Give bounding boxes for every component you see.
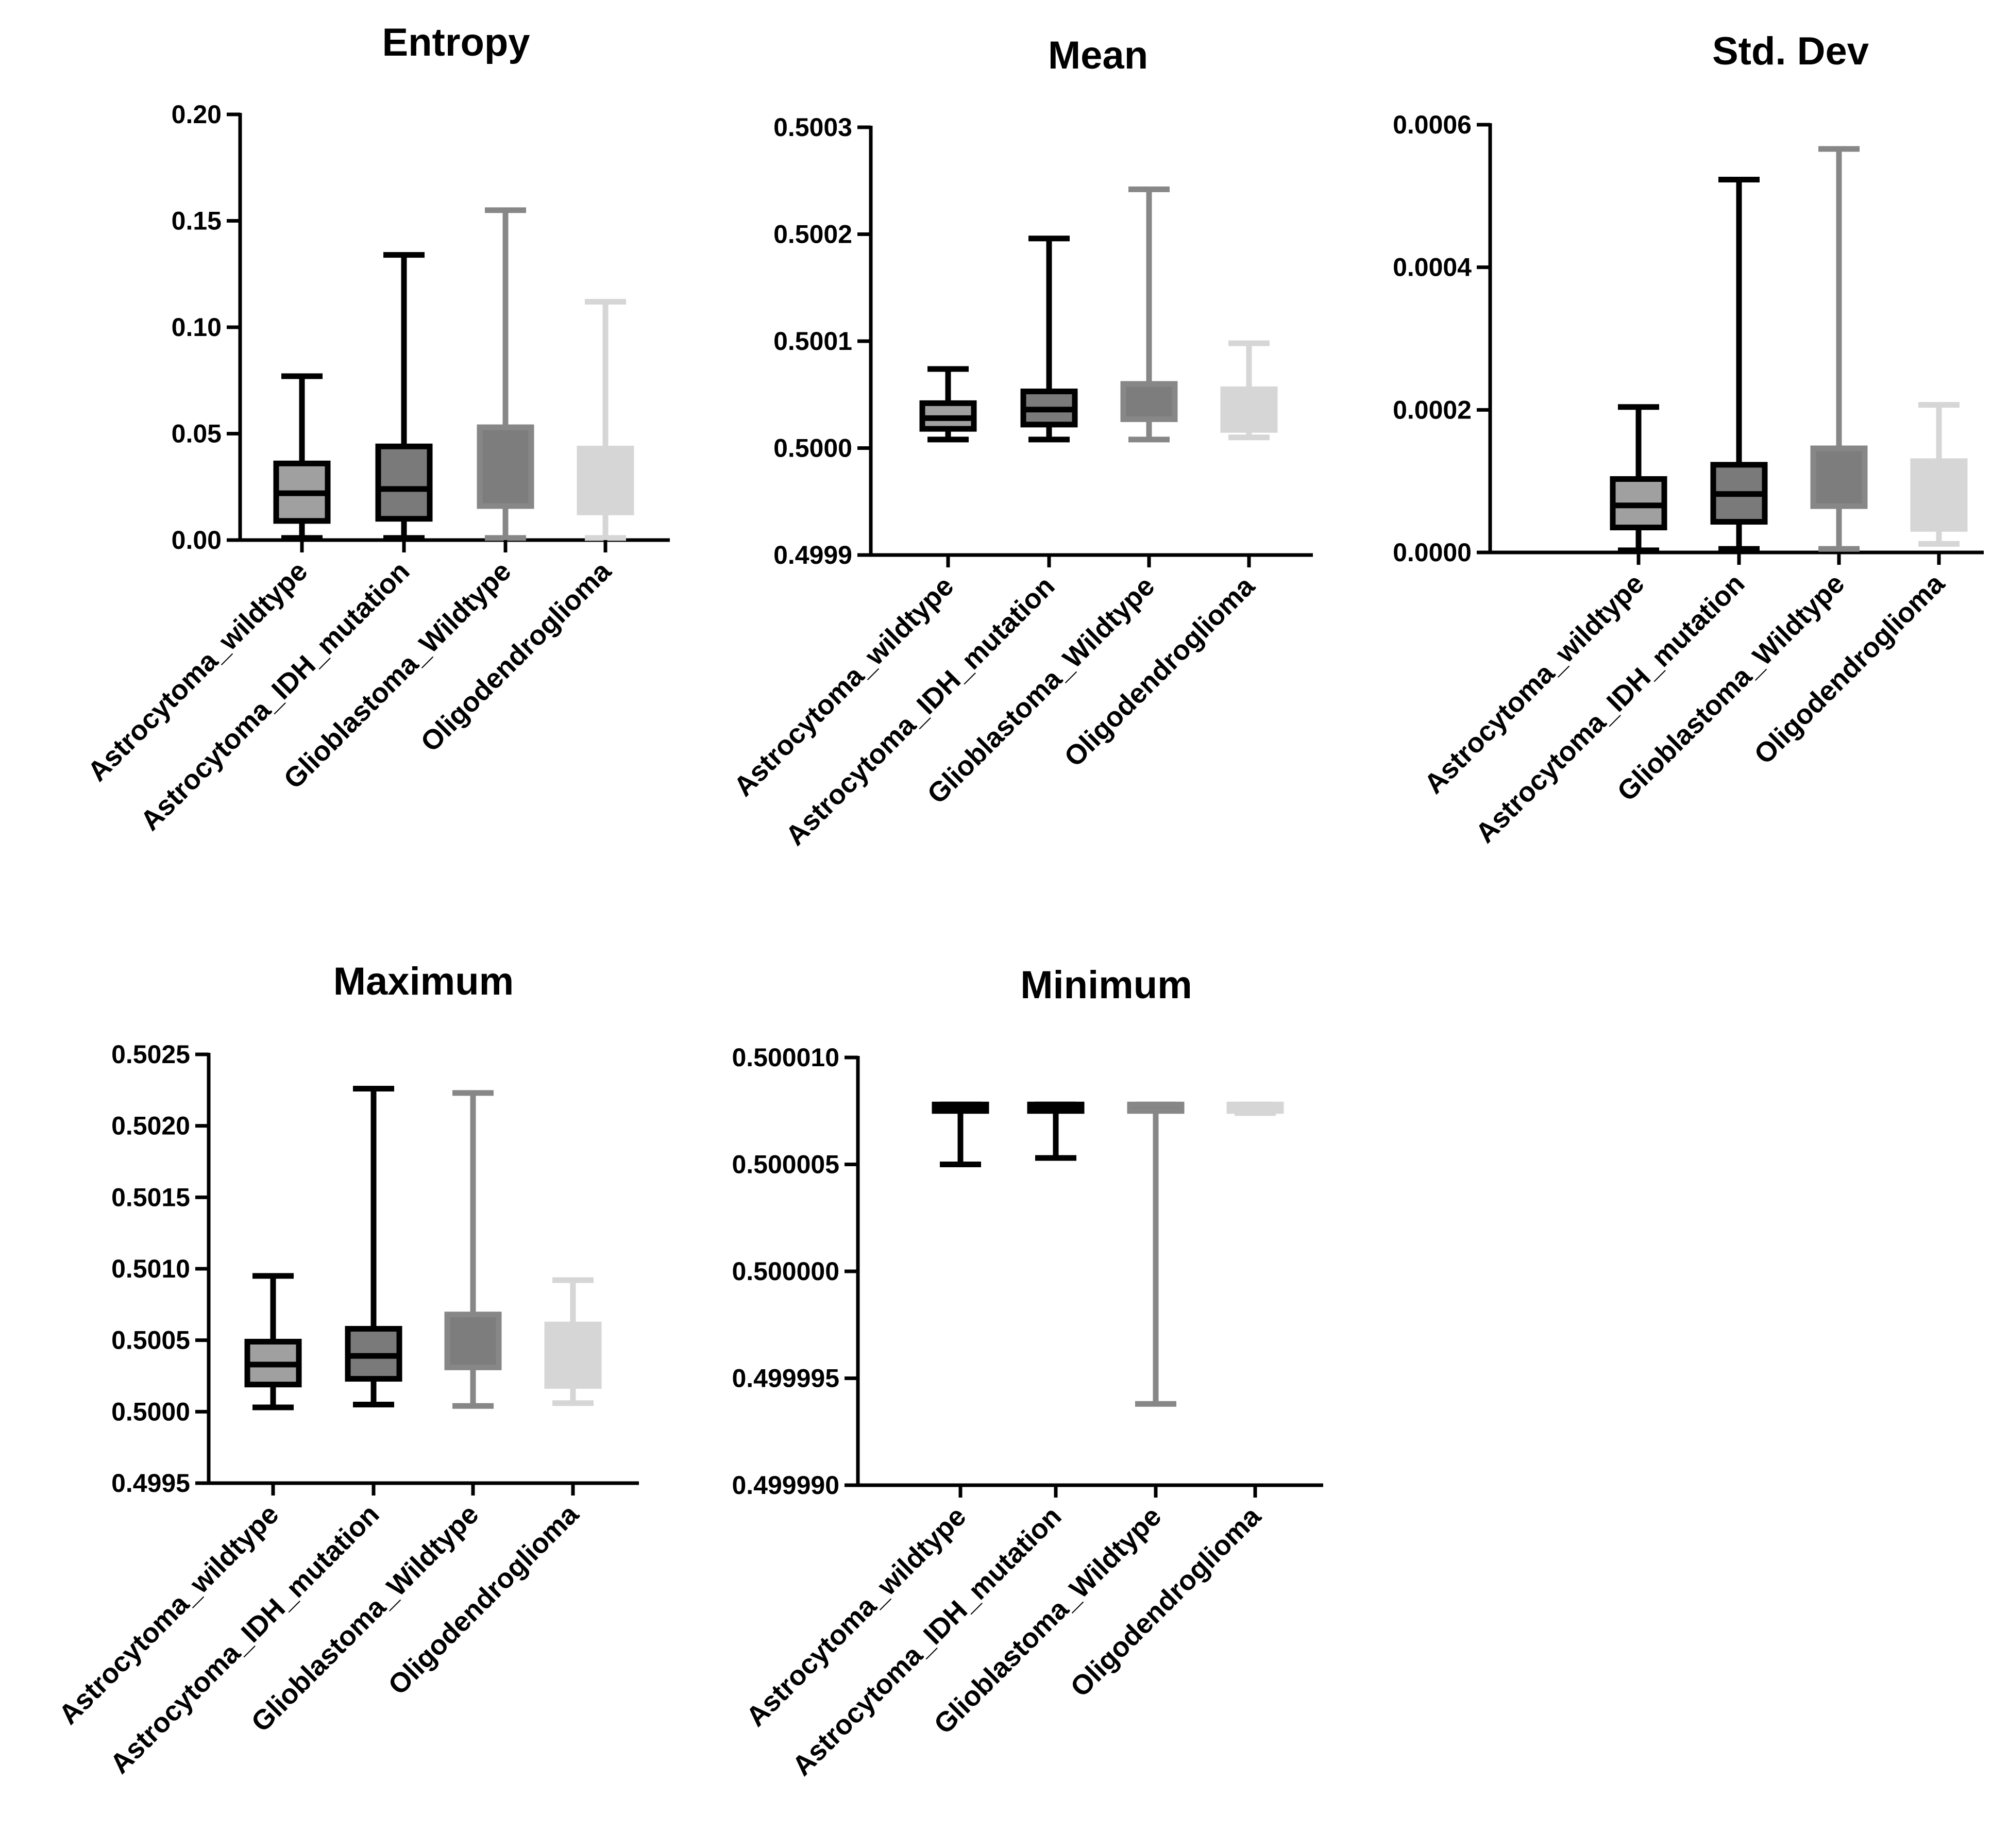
box-Astrocytoma_IDH_mutation <box>1020 236 1078 443</box>
box-iqr <box>1226 1101 1284 1114</box>
panel-maximum: Maximum 0.4995 0.5000 0.5005 0.5010 0.5015 0.5… <box>53 960 639 1779</box>
y-tick-label: 0.5010 <box>111 1254 190 1283</box>
y-tick-label: 0.20 <box>172 100 222 129</box>
y-tick-label: 0.4999 <box>773 541 852 569</box>
box-Astrocytoma_wildtype <box>273 373 331 541</box>
panel-entropy: Entropy0.000.050.100.150.20Astrocytoma_w… <box>82 21 670 836</box>
x-category-label: Oligodendroglioma <box>1748 567 1951 770</box>
y-tick-label: 0.500000 <box>732 1257 839 1286</box>
y-tick-label: 0.5000 <box>111 1397 190 1426</box>
y-tick-label: 0.5001 <box>773 327 852 356</box>
y-tick-label: 0.10 <box>172 313 222 342</box>
y-tick-label: 0.0004 <box>1393 253 1472 282</box>
y-tick-label: 0.500010 <box>732 1043 839 1072</box>
y-tick-label: 0.15 <box>172 207 222 236</box>
chart-title-minimum: Minimum <box>1020 963 1192 1007</box>
y-tick-label: 0.4995 <box>111 1469 190 1498</box>
box-Astrocytoma_wildtype <box>1610 404 1667 553</box>
y-tick-label: 0.5025 <box>111 1040 190 1069</box>
y-tick-label: 0.5015 <box>111 1183 190 1212</box>
panel-minimum: Minimum 0.499990 0.499995 0.500000 0.500005 0… <box>732 963 1323 1782</box>
box-Glioblastoma_Wildtype <box>1127 1101 1185 1407</box>
box-Astrocytoma_wildtype <box>919 366 977 443</box>
x-category-label: Oligodendroglioma <box>382 1498 585 1701</box>
box-iqr <box>1810 445 1868 509</box>
y-tick-label: 0.5000 <box>773 434 852 463</box>
y-tick-label: 0.499990 <box>732 1471 839 1500</box>
box-iqr <box>1220 386 1278 433</box>
box-iqr <box>577 445 634 515</box>
box-Astrocytoma_wildtype <box>932 1101 989 1167</box>
box-iqr <box>444 1312 502 1370</box>
box-Oligodendroglioma <box>1910 402 1968 547</box>
box-Glioblastoma_Wildtype <box>477 207 534 541</box>
box-Astrocytoma_wildtype <box>244 1273 302 1410</box>
box-iqr <box>375 443 433 522</box>
x-category-label: Oligodendroglioma <box>1058 570 1261 772</box>
y-tick-label: 0.499995 <box>732 1364 839 1393</box>
y-tick-label: 0.5005 <box>111 1326 190 1355</box>
box-Astrocytoma_IDH_mutation <box>1027 1101 1085 1161</box>
y-tick-label: 0.00 <box>172 526 222 555</box>
box-Astrocytoma_IDH_mutation <box>345 1086 402 1407</box>
box-Glioblastoma_Wildtype <box>444 1090 502 1409</box>
y-tick-label: 0.0000 <box>1393 538 1472 567</box>
panel-std-dev: Std. Dev0.00000.00020.00040.0006Astrocyt… <box>1393 29 1984 849</box>
chart-title-mean: Mean <box>1048 33 1148 77</box>
chart-title-maximum: Maximum <box>333 960 514 1003</box>
panel-mean: Mean0.49990.50000.50010.50020.5003Astroc… <box>728 33 1313 851</box>
chart-title-std-dev: Std. Dev <box>1712 29 1869 73</box>
y-tick-label: 0.500005 <box>732 1150 839 1179</box>
x-category-label: Oligodendroglioma <box>1065 1500 1267 1703</box>
y-tick-label: 0.5020 <box>111 1112 190 1140</box>
box-Oligodendroglioma <box>1220 340 1278 441</box>
y-tick-label: 0.0002 <box>1393 395 1472 424</box>
box-iqr <box>1127 1101 1185 1114</box>
y-tick-label: 0.05 <box>172 419 222 448</box>
box-Glioblastoma_Wildtype <box>1810 146 1868 552</box>
y-tick-label: 0.5003 <box>773 113 852 142</box>
box-Astrocytoma_IDH_mutation <box>375 252 433 541</box>
box-Oligodendroglioma <box>544 1277 602 1406</box>
x-category-label: Oligodendroglioma <box>415 555 617 758</box>
box-Glioblastoma_Wildtype <box>1120 186 1178 443</box>
box-Oligodendroglioma <box>1226 1101 1284 1116</box>
box-Oligodendroglioma <box>577 298 634 541</box>
box-Astrocytoma_IDH_mutation <box>1710 177 1768 552</box>
box-iqr <box>477 424 534 509</box>
box-iqr <box>544 1321 602 1389</box>
chart-title-entropy: Entropy <box>382 21 530 64</box>
box-iqr <box>1120 381 1178 422</box>
y-tick-label: 0.0006 <box>1393 110 1472 139</box>
y-tick-label: 0.5002 <box>773 220 852 249</box>
box-iqr <box>1910 458 1968 532</box>
